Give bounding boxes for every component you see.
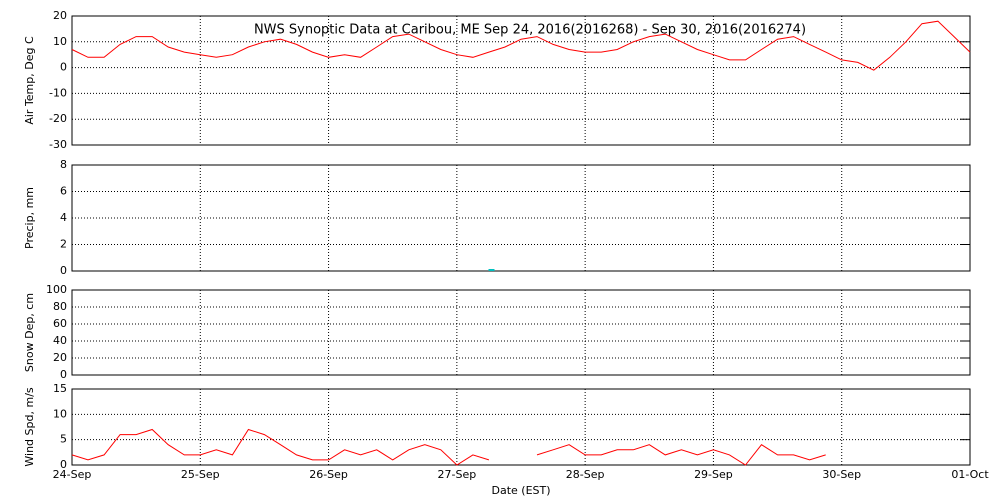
x-tick-label: 26-Sep (309, 468, 348, 481)
y-tick-label: 8 (60, 158, 67, 171)
chart-title: NWS Synoptic Data at Caribou, ME Sep 24,… (254, 23, 806, 38)
data-line (72, 430, 922, 466)
y-tick-label: 5 (60, 433, 67, 446)
y-axis-label: Precip, mm (23, 187, 36, 249)
y-tick-label: 6 (60, 185, 67, 198)
x-tick-label: 30-Sep (822, 468, 861, 481)
y-tick-label: 20 (53, 351, 67, 364)
plot-frame (71, 388, 971, 466)
y-tick-label: 0 (60, 61, 67, 74)
y-tick-label: 80 (53, 300, 67, 313)
x-tick-label: 27-Sep (438, 468, 477, 481)
y-axis-label: Snow Dep, cm (23, 293, 36, 372)
x-tick-label: 24-Sep (53, 468, 92, 481)
data-line (71, 20, 971, 71)
y-tick-label: 2 (60, 238, 67, 251)
x-tick-label: 25-Sep (181, 468, 220, 481)
y-tick-label: -20 (49, 112, 67, 125)
y-tick-label: 60 (53, 317, 67, 330)
y-tick-label: -10 (49, 86, 67, 99)
y-tick-label: 20 (53, 9, 67, 22)
y-tick-label: 10 (53, 35, 67, 48)
y-tick-label: 40 (53, 334, 67, 347)
y-tick-label: 0 (60, 458, 67, 471)
y-axis-label: Wind Spd, m/s (23, 387, 36, 467)
x-axis-label: Date (EST) (491, 484, 550, 497)
y-tick-label: 100 (46, 283, 67, 296)
x-tick-label: 28-Sep (566, 468, 605, 481)
y-tick-label: 0 (60, 368, 67, 381)
data-point (488, 269, 495, 271)
plot-frame (71, 164, 971, 272)
y-tick-label: 15 (53, 382, 67, 395)
plot-frame (71, 289, 971, 376)
x-tick-label: 29-Sep (694, 468, 733, 481)
y-tick-label: 4 (60, 211, 67, 224)
x-tick-label: 01-Oct (951, 468, 989, 481)
y-tick-label: 0 (60, 264, 67, 277)
y-axis-label: Air Temp, Deg C (23, 36, 36, 125)
y-tick-label: 10 (53, 407, 67, 420)
plot-frame (71, 15, 971, 146)
y-tick-label: -30 (49, 138, 67, 151)
